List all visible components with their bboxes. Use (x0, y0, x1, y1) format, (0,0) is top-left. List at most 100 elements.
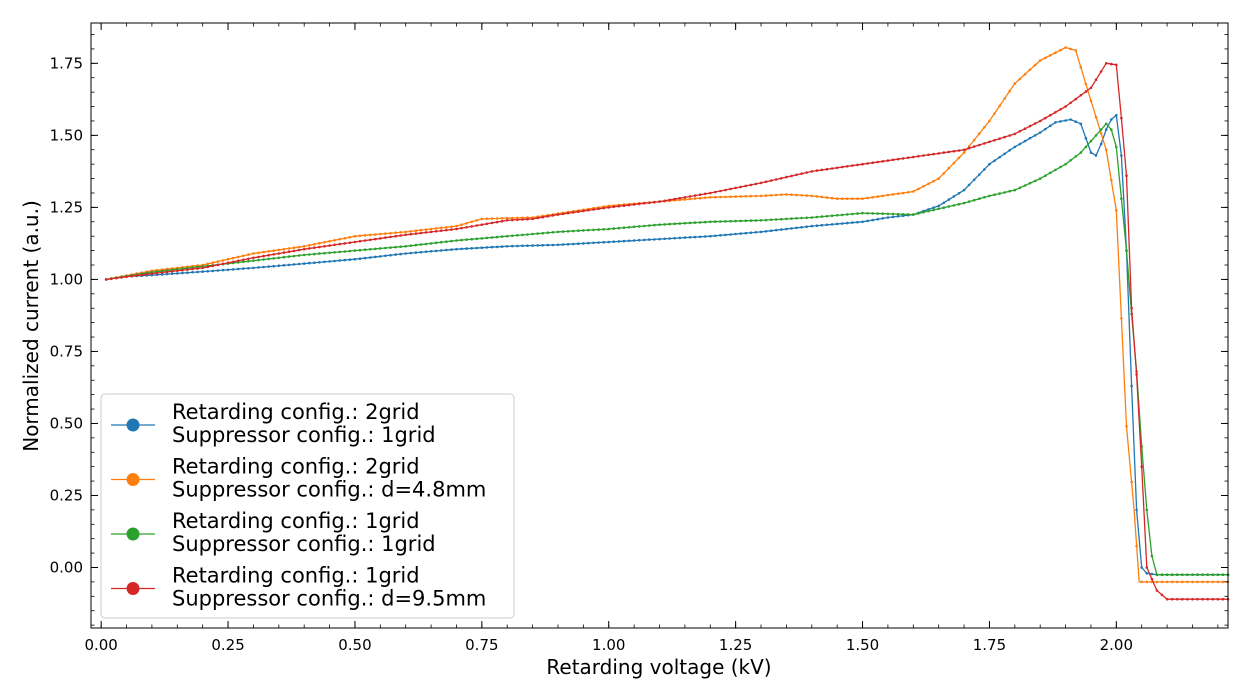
series-1-point (1044, 127, 1047, 131)
series-4-point (348, 241, 352, 244)
series-4-point (1186, 597, 1189, 601)
series-1-point (820, 223, 824, 227)
series-4-point (582, 209, 585, 213)
series-4-point (1064, 105, 1067, 108)
series-2-point (988, 119, 991, 123)
series-3-point (490, 236, 494, 239)
y-tick-label: 0.50 (50, 414, 83, 432)
series-1-point (1135, 508, 1138, 512)
y-tick-label: 1.75 (50, 54, 83, 72)
series-2-point (1125, 425, 1128, 428)
series-3-point (445, 240, 448, 243)
series-1-point (1049, 124, 1052, 128)
series-3-point (678, 222, 682, 225)
series-2-point (851, 197, 854, 200)
series-4-point (1191, 597, 1194, 601)
series-2-point (1135, 544, 1138, 548)
series-3-point (1079, 151, 1083, 154)
series-2-point (328, 239, 331, 243)
series-2-point (805, 194, 808, 197)
x-axis-label: Retarding voltage (kV) (546, 655, 771, 679)
series-1-point (404, 252, 408, 255)
series-2-point (226, 257, 230, 261)
legend-label-line2: Suppressor config.: d=4.8mm (172, 478, 486, 502)
series-1-point (795, 226, 798, 230)
series-2-point (683, 198, 687, 201)
series-4-point (840, 165, 844, 169)
series-2-point (470, 220, 474, 224)
series-3-point (1216, 573, 1220, 576)
series-4-point (719, 189, 722, 193)
series-4-point (465, 226, 468, 229)
series-4-point (262, 254, 265, 258)
series-2-point (972, 138, 976, 142)
series-3-point (663, 223, 666, 226)
series-2-point (983, 126, 986, 129)
series-3-point (1054, 168, 1057, 172)
series-2-point (1049, 54, 1052, 57)
series-3-point (729, 219, 732, 223)
series-3-point (1170, 573, 1174, 576)
series-2-point (912, 190, 915, 193)
series-2-point (785, 193, 788, 196)
series-2-point (1165, 580, 1169, 584)
series-1-point (526, 244, 529, 247)
series-2-point (368, 233, 372, 237)
series-2-point (439, 226, 443, 230)
series-1-point (439, 249, 443, 252)
series-4-point (1044, 116, 1047, 120)
series-2-point (937, 177, 940, 180)
series-4-point (389, 235, 392, 239)
series-4-point (363, 239, 367, 242)
series-1-point (1094, 154, 1098, 157)
series-2-point (272, 249, 276, 252)
series-1-point (394, 253, 397, 256)
series-2-point (1023, 73, 1027, 76)
series-2-point (744, 195, 748, 198)
series-4-point (632, 203, 636, 206)
series-1-point (632, 239, 636, 242)
series-2-point (323, 240, 326, 244)
series-4-point (252, 256, 255, 260)
series-1-point (231, 268, 235, 271)
series-1-point (764, 230, 768, 233)
legend-marker-1 (126, 418, 140, 432)
series-1-point (1110, 118, 1113, 121)
series-2-point (1079, 65, 1083, 69)
series-3-point (1013, 188, 1017, 192)
series-4-point (394, 234, 397, 238)
series-2-point (1221, 580, 1225, 584)
series-4-point (242, 258, 245, 262)
series-2-point (835, 197, 839, 200)
series-3-point (988, 194, 991, 198)
series-4-point (1018, 130, 1022, 133)
series-2-point (896, 192, 900, 195)
series-4-point (1033, 122, 1037, 125)
series-2-point (698, 196, 702, 200)
series-4-point (901, 157, 905, 160)
series-4-point (769, 179, 773, 182)
series-1-point (825, 223, 829, 227)
series-3-point (840, 213, 844, 217)
x-tick-label: 0.75 (465, 636, 498, 654)
series-3-point (983, 196, 986, 199)
y-tick-label: 0.25 (50, 486, 83, 504)
series-4-point (962, 148, 966, 152)
series-4-point (257, 255, 260, 259)
series-1-point (962, 188, 966, 192)
series-2-point (1186, 580, 1189, 584)
series-1-point (1028, 136, 1032, 140)
series-4-point (709, 191, 712, 195)
series-4-point (810, 170, 814, 173)
series-3-point (455, 239, 458, 242)
series-3-point (495, 235, 499, 239)
series-4-point (1165, 597, 1169, 601)
series-1-point (384, 254, 387, 258)
series-3-point (363, 248, 367, 251)
series-4-point (480, 223, 484, 226)
series-4-point (927, 153, 930, 157)
series-4-point (592, 208, 595, 211)
series-3-point (566, 230, 570, 233)
series-1-point (368, 256, 372, 259)
